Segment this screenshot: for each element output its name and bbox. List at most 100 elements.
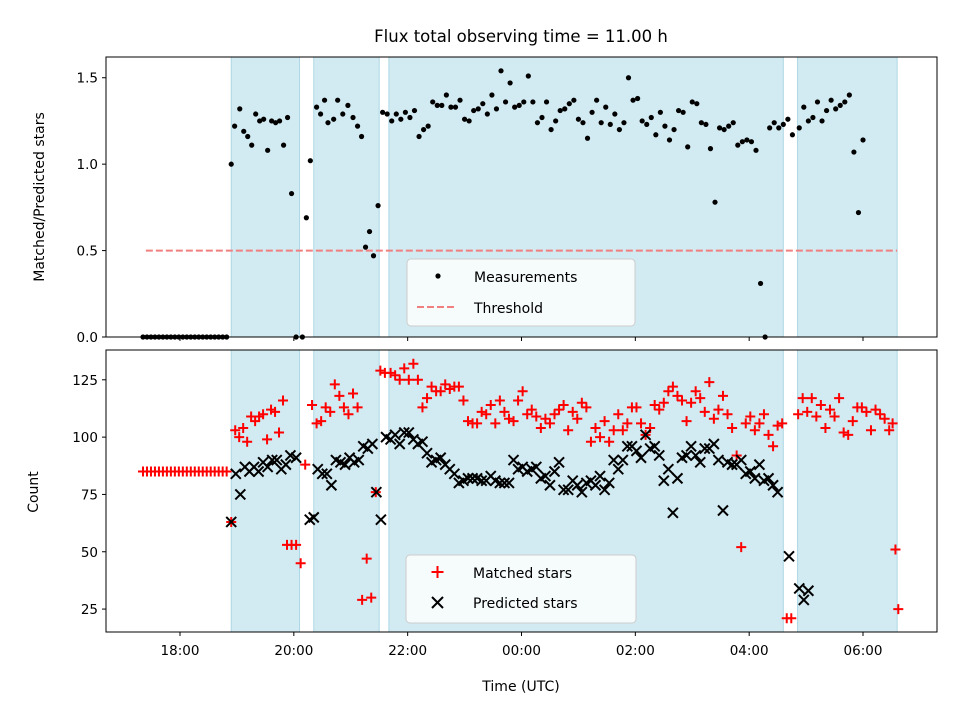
measurement-point [257, 118, 263, 124]
matched-star-point [879, 413, 890, 424]
matched-star-point [426, 381, 437, 392]
matched-star-point [754, 418, 765, 429]
matched-star-point [403, 374, 414, 385]
predicted-star-point [234, 488, 247, 501]
measurement-point [589, 109, 595, 115]
predicted-star-point [699, 442, 711, 455]
matched-star-point [608, 425, 619, 436]
predicted-star-point [539, 470, 552, 482]
measurement-point [340, 111, 346, 117]
y-tick-label: 100 [72, 430, 98, 446]
predicted-star-point [261, 461, 274, 473]
matched-star-point [829, 411, 840, 422]
matched-star-point [677, 395, 688, 406]
y-tick-label: 1.0 [77, 157, 98, 173]
matched-star-point [417, 402, 428, 413]
measurement-point [685, 144, 691, 150]
matched-star-point [802, 406, 813, 417]
matched-star-point [329, 379, 340, 390]
matched-star-point [772, 420, 783, 431]
matched-star-point [622, 418, 633, 429]
predicted-star-point [475, 474, 488, 487]
top-legend: Measurements Threshold [406, 258, 636, 327]
predicted-star-point [507, 454, 520, 466]
measurement-point [707, 146, 714, 152]
y-tick-label: 75 [81, 487, 98, 503]
matched-star-point [476, 406, 487, 417]
measurement-point [780, 121, 786, 128]
measurement-point [694, 101, 700, 107]
legend-measurement-marker [435, 273, 441, 279]
measurement-point [833, 106, 839, 112]
matched-star-point [870, 404, 881, 415]
predicted-star-point [494, 477, 506, 489]
measurement-point [321, 97, 328, 103]
measurement-point [846, 92, 852, 98]
measurement-point [407, 114, 413, 121]
measurement-point [249, 142, 255, 148]
measurement-point [842, 99, 848, 105]
measurement-point [331, 116, 337, 122]
measurement-point [493, 106, 500, 112]
measurement-point [721, 126, 727, 133]
measurement-point [358, 133, 365, 140]
measurement-point [370, 253, 377, 259]
measurement-point [639, 118, 645, 124]
matched-star-point [338, 402, 349, 413]
measurement-point [630, 97, 636, 103]
measurement-point [443, 92, 449, 98]
predicted-star-point [553, 456, 565, 469]
measurement-point [653, 132, 659, 138]
measurement-point [269, 118, 275, 124]
measurement-point [516, 102, 522, 108]
matched-star-point [325, 406, 336, 417]
observing-intervals-bottom [230, 349, 898, 633]
matched-star-point [412, 374, 423, 385]
matched-star-point [649, 400, 660, 411]
matched-star-point [549, 409, 560, 420]
predicted-star-point [398, 426, 410, 439]
measurement-point [580, 120, 586, 126]
x-tick-label: 18:00 [161, 643, 200, 659]
matched-star-point [875, 409, 886, 420]
measurement-point [625, 75, 632, 81]
legend-threshold-label: Threshold [473, 301, 543, 317]
matched-star-point [838, 427, 849, 438]
matched-star-point [861, 406, 872, 417]
measurement-point [571, 97, 577, 103]
matched-star-point [458, 395, 469, 406]
predicted-star-point [280, 458, 292, 471]
matched-star-point [686, 397, 697, 408]
predicted-star-point [366, 438, 379, 450]
measurement-point [253, 111, 259, 117]
observing-interval-1 [230, 349, 301, 633]
y-tick-label: 0.0 [77, 330, 98, 346]
measurement-point [735, 142, 741, 148]
matched-star-point [663, 386, 674, 397]
matched-star-point [717, 390, 728, 401]
matched-star-point [274, 427, 285, 438]
measurement-point [796, 125, 802, 131]
predicted-star-point [375, 513, 387, 526]
matched-star-point [613, 409, 624, 420]
matched-star-point [631, 402, 642, 413]
predicted-star-point [498, 477, 511, 489]
x-tick-label: 04:00 [730, 643, 769, 659]
matched-star-point [540, 413, 551, 424]
measurement-point [354, 123, 361, 129]
measurement-point [317, 111, 324, 117]
predicted-star-point [325, 479, 338, 491]
measurement-point [498, 68, 504, 74]
measurement-point [805, 118, 811, 124]
measurement-point [421, 126, 427, 133]
matched-star-point [444, 383, 455, 394]
predicted-star-point [403, 426, 415, 439]
matched-star-point [361, 553, 372, 564]
top-legend-box [406, 258, 636, 327]
measurement-point [855, 209, 862, 216]
matched-star-point [375, 365, 386, 376]
y-tick-label: 50 [81, 545, 98, 561]
matched-star-point [763, 429, 774, 440]
matched-star-point [768, 441, 779, 452]
